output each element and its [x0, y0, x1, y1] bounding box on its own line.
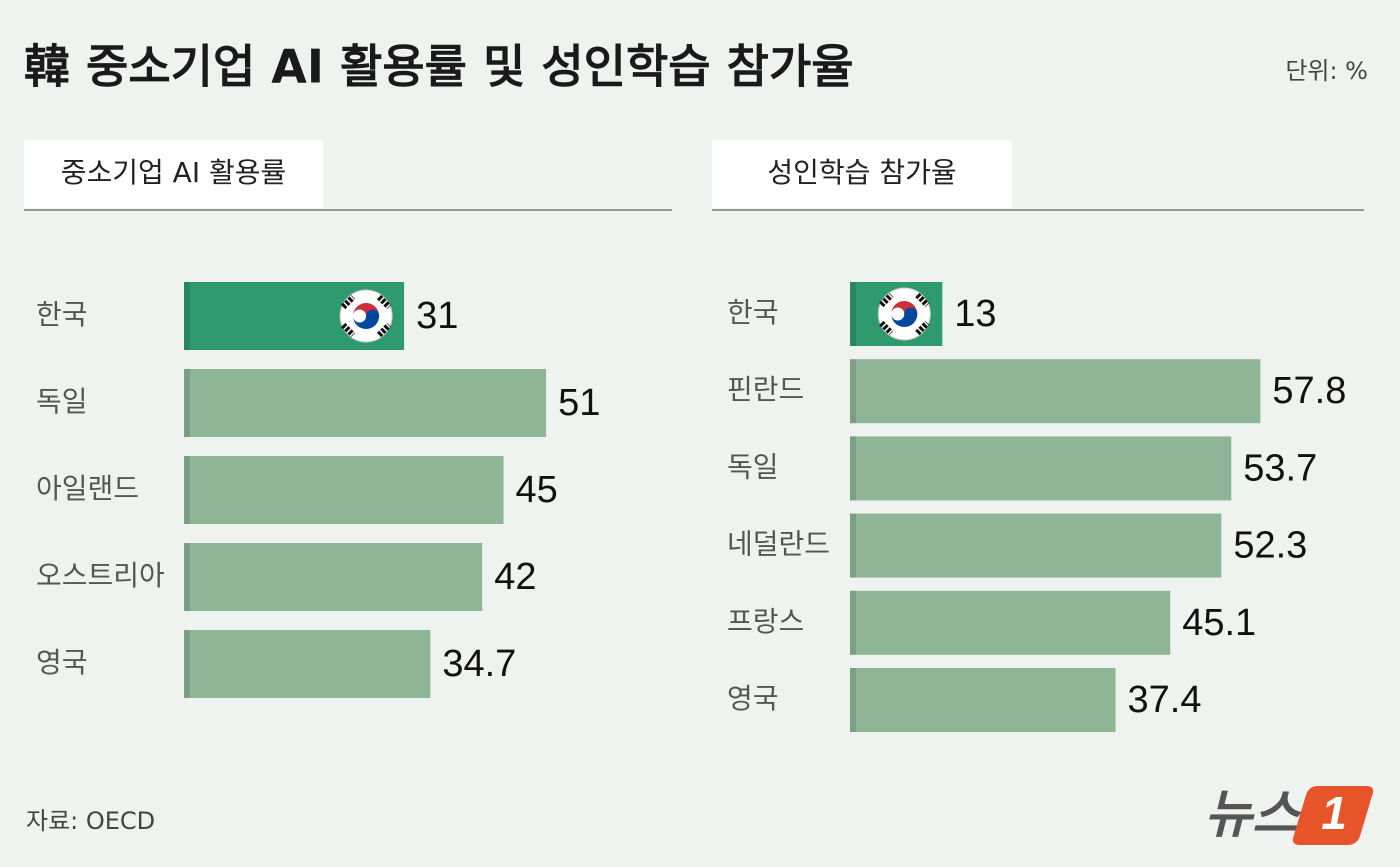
category-label: 영국: [36, 646, 88, 679]
bar-shadow: [850, 359, 856, 424]
value-label: 53.7: [1243, 447, 1317, 489]
chart-title: 중소기업 AI 활용률: [61, 156, 287, 189]
flag: [915, 320, 930, 336]
logo-text: 뉴스: [1204, 785, 1302, 845]
category-label: 독일: [727, 450, 779, 483]
value-label: 34.7: [442, 643, 516, 685]
value-label: 37.4: [1128, 679, 1202, 721]
category-label: 영국: [727, 682, 779, 715]
chart-title: 성인학습 참가율: [767, 156, 956, 189]
flag: [353, 309, 380, 329]
category-label: 네덜란드: [727, 528, 830, 561]
value-label: 57.8: [1272, 370, 1346, 412]
flag: [879, 320, 894, 336]
bar: [184, 369, 547, 437]
bar: [184, 543, 483, 611]
bar-shadow: [184, 543, 190, 611]
category-label: 프랑스: [727, 605, 804, 638]
bar-shadow: [850, 436, 856, 501]
bar: [850, 359, 1261, 424]
category-label: 아일랜드: [36, 472, 139, 505]
flag: [915, 292, 930, 308]
bar: [184, 456, 504, 524]
category-label: 한국: [36, 298, 88, 331]
tab: [24, 140, 323, 208]
flag: [879, 292, 894, 308]
flag: [340, 322, 356, 338]
bar: [850, 436, 1232, 501]
flag: [340, 294, 356, 310]
bar-shadow: [850, 513, 856, 578]
value-label: 31: [416, 295, 458, 337]
category-label: 독일: [36, 385, 88, 418]
bar-shadow: [184, 630, 190, 698]
unit: 단위: %: [1285, 57, 1368, 85]
main-title: 韓 중소기업 AI 활용률 및 성인학습 참가율: [24, 40, 854, 94]
bar: [850, 668, 1116, 732]
source: 자료: OECD: [26, 807, 155, 835]
category-label: 핀란드: [727, 373, 804, 406]
flag: [376, 322, 392, 338]
bar-shadow: [184, 282, 190, 350]
tab: [712, 140, 1012, 208]
value-label: 45.1: [1182, 602, 1256, 644]
bar: [850, 590, 1171, 655]
category-label: 오스트리아: [36, 559, 165, 592]
value-label: 51: [558, 382, 600, 424]
bar: [184, 630, 431, 698]
bar-shadow: [184, 369, 190, 437]
logo-number: 1: [1321, 787, 1347, 839]
value-label: 42: [494, 556, 536, 598]
flag: [891, 307, 918, 327]
category-label: 한국: [727, 296, 779, 329]
bar: [850, 513, 1222, 578]
bar-shadow: [850, 282, 856, 346]
value-label: 45: [516, 469, 558, 511]
bar-shadow: [850, 590, 856, 655]
bar-shadow: [184, 456, 190, 524]
value-label: 52.3: [1233, 525, 1307, 567]
logo-badge: [1292, 786, 1374, 845]
bar-shadow: [850, 668, 856, 732]
flag: [376, 294, 392, 310]
value-label: 13: [954, 293, 996, 335]
